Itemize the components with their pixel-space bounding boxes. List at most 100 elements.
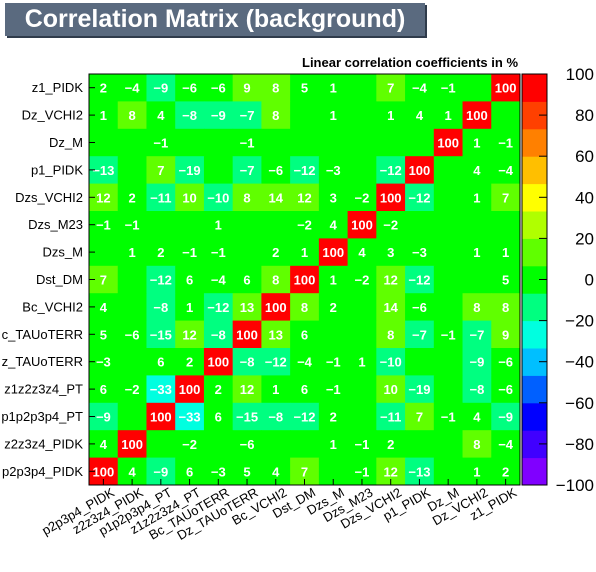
color-bar-tick-label: −100 — [556, 476, 594, 495]
heatmap-cell — [290, 156, 320, 185]
color-bar-band — [522, 238, 547, 267]
heatmap-cell — [376, 265, 406, 294]
cell-value-label: −4 — [498, 437, 514, 452]
color-bar-tick-label: 40 — [575, 188, 594, 207]
cell-value-label: 8 — [502, 300, 509, 315]
cell-value-label: −6 — [412, 300, 427, 315]
cell-value-label: 4 — [157, 108, 165, 123]
cell-value-label: 12 — [96, 190, 110, 205]
heatmap-cell — [405, 375, 435, 404]
heatmap-cell — [405, 402, 435, 431]
cell-value-label: 100 — [236, 327, 258, 342]
heatmap-cell — [261, 375, 291, 404]
cell-value-label: 8 — [473, 300, 480, 315]
chart-title: Correlation Matrix (background) — [24, 5, 406, 33]
heatmap-cell — [232, 74, 262, 102]
cell-value-label: −11 — [150, 190, 171, 205]
cell-value-label: 4 — [100, 300, 108, 315]
color-bar-ticks: 100 80 60 40 20 0 −20 −40 −60 −80 −100 — [539, 65, 594, 495]
heatmap-cell — [347, 402, 377, 431]
cell-value-label: −3 — [326, 163, 341, 178]
color-bar-tick-label: 20 — [575, 229, 594, 248]
heatmap-cell — [318, 238, 349, 267]
heatmap-cell — [433, 430, 464, 459]
cell-value-label: 2 — [387, 437, 394, 452]
heatmap-cell — [203, 128, 234, 157]
cell-value-label: 3 — [330, 190, 337, 205]
heatmap-cell — [146, 430, 176, 459]
cell-value-label: 12 — [297, 190, 311, 205]
cell-value-label: 8 — [243, 190, 250, 205]
heatmap-cell — [175, 183, 205, 212]
heatmap-cell — [175, 402, 205, 431]
cell-value-label: 1 — [502, 245, 509, 260]
cell-value-label: −2 — [355, 190, 370, 205]
heatmap-cell — [261, 265, 291, 294]
cell-value-label: 1 — [473, 190, 480, 205]
heatmap-cell — [462, 320, 492, 349]
cell-value-label: 8 — [272, 81, 279, 96]
cell-value-label: −1 — [96, 218, 111, 233]
heatmap-cell — [261, 402, 291, 431]
heatmap-cell — [347, 320, 377, 349]
cell-value-label: −1 — [125, 218, 140, 233]
cell-value-label: 1 — [186, 300, 193, 315]
color-bar-band — [522, 402, 547, 431]
heatmap-cell — [117, 320, 147, 349]
heatmap-cell — [290, 430, 320, 459]
cell-value-label: 1 — [330, 81, 337, 96]
cell-value-label: 2 — [502, 464, 509, 479]
heatmap-cell — [146, 156, 176, 185]
heatmap-cell — [405, 293, 435, 322]
heatmap-cell — [347, 183, 377, 212]
cell-value-label: 12 — [383, 273, 397, 288]
heatmap-cell — [376, 156, 406, 185]
cell-value-label: −10 — [380, 355, 402, 370]
cell-value-label: −8 — [469, 382, 484, 397]
cell-value-label: 100 — [351, 218, 373, 233]
cell-value-label: 1 — [473, 245, 480, 260]
heatmap-cell — [491, 348, 521, 376]
color-bar-band — [522, 375, 547, 404]
heatmap-cell — [347, 211, 377, 239]
color-bar-tick-label: 100 — [566, 65, 594, 84]
cell-value-label: 7 — [157, 163, 164, 178]
cell-value-label: −3 — [211, 464, 226, 479]
cell-value-label: 6 — [186, 273, 193, 288]
heatmap-cell — [318, 265, 349, 294]
heatmap-cell — [146, 74, 176, 102]
heatmap-cell — [117, 183, 147, 212]
cell-value-label: 2 — [272, 245, 279, 260]
heatmap-cell — [405, 320, 435, 349]
cell-value-label: 7 — [100, 273, 107, 288]
heatmap-cell — [433, 320, 464, 349]
heatmap-cell — [261, 128, 291, 157]
heatmap-cell — [203, 320, 234, 349]
heatmap-cell — [290, 183, 320, 212]
cell-value-label: −7 — [240, 163, 255, 178]
heatmap-cell — [232, 430, 262, 459]
cell-value-label: −1 — [441, 81, 456, 96]
heatmap-cell — [203, 238, 234, 267]
cell-value-label: 8 — [272, 108, 279, 123]
heatmap-cell — [261, 348, 291, 376]
heatmap-cell — [433, 211, 464, 239]
cell-value-label: −1 — [153, 136, 168, 151]
cell-value-label: 1 — [445, 108, 452, 123]
heatmap-cell — [261, 156, 291, 185]
cell-value-label: 5 — [243, 464, 250, 479]
color-bar-band — [522, 74, 547, 102]
heatmap-cell — [462, 348, 492, 376]
heatmap-cell — [175, 238, 205, 267]
cell-value-label: −12 — [408, 190, 430, 205]
cell-value-label: 1 — [358, 355, 365, 370]
heatmap-cell — [203, 101, 234, 130]
y-tick-label: Dzs_VCHI2 — [15, 190, 83, 205]
color-bar-band — [522, 156, 547, 185]
cell-value-label: 7 — [301, 464, 308, 479]
heatmap-cell — [146, 183, 176, 212]
chart-subtitle: Linear correlation coefficients in % — [302, 55, 518, 70]
heatmap-cell — [232, 348, 262, 376]
heatmap-cell — [433, 238, 464, 267]
